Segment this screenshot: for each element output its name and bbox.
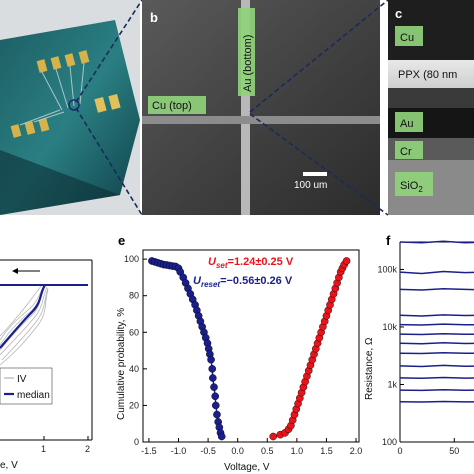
f-resistance-line bbox=[399, 240, 474, 244]
e-xtick-label: 1.5 bbox=[320, 446, 333, 456]
f-resistance-line bbox=[399, 376, 474, 380]
panel-e: -1.5 -1.0 -0.5 0.0 0.5 1.0 1.5 2.0020406080100 … bbox=[116, 233, 362, 473]
legend-median: median bbox=[17, 390, 50, 401]
e-xtick-label: -1.5 bbox=[141, 446, 157, 456]
e-ytick-label: 0 bbox=[134, 437, 139, 447]
f-xtick-label: 0 bbox=[397, 446, 402, 456]
au-bottom-electrode bbox=[241, 0, 250, 215]
e-point-u_reset bbox=[213, 410, 221, 419]
d-legend bbox=[0, 367, 53, 405]
layer-cr-label: Cr bbox=[400, 146, 412, 158]
au-bottom-label: Au (bottom) bbox=[242, 35, 254, 92]
e-ytick-label: 40 bbox=[129, 364, 139, 374]
e-xtick-label: 2.0 bbox=[350, 446, 363, 456]
zoom-lines-b-c bbox=[249, 0, 389, 216]
layer-au-label: Au bbox=[400, 118, 413, 130]
e-ytick-label: 20 bbox=[129, 400, 139, 410]
f-resistance-line bbox=[399, 323, 474, 326]
e-point-u_reset bbox=[207, 355, 215, 364]
f-resistance-line bbox=[399, 342, 474, 345]
panel-c: c Cu PPX (80 nm Au Cr SiO2 bbox=[388, 0, 474, 215]
panel-a-photo bbox=[0, 0, 140, 215]
cu-top-label-box bbox=[148, 96, 206, 114]
e-point-u_reset bbox=[211, 401, 220, 410]
f-ytick-label: 1k bbox=[387, 379, 397, 389]
e-point-u_reset bbox=[208, 365, 217, 373]
scalebar-label: 100 um bbox=[294, 180, 327, 191]
e-point-u_reset bbox=[209, 374, 217, 382]
f-resistance-line bbox=[399, 400, 474, 403]
panel-b-letter: b bbox=[150, 10, 158, 25]
scalebar bbox=[303, 172, 327, 176]
e-point-u_reset bbox=[217, 432, 226, 441]
f-ytick-label: 100k bbox=[377, 264, 397, 274]
e-ytick-label: 100 bbox=[124, 254, 139, 264]
panel-f: 100k10k1k100050100 f Resistance, Ω bbox=[364, 233, 474, 456]
ureset-annotation: Ureset=−0.56±0.26 V bbox=[193, 275, 293, 289]
f-lines bbox=[399, 240, 474, 403]
legend-iv: IV bbox=[17, 374, 27, 385]
cu-top-electrode bbox=[142, 116, 380, 124]
e-point-u_set bbox=[342, 257, 351, 265]
e-ylabel: Cumulative probability, % bbox=[116, 308, 127, 420]
chip-contact-pads bbox=[10, 50, 121, 138]
e-xtick-label: -1.0 bbox=[171, 446, 187, 456]
f-xtick-label: 50 bbox=[449, 446, 459, 456]
e-ticks: -1.5 -1.0 -0.5 0.0 0.5 1.0 1.5 2.0 0 20 40 60 80 100 bbox=[124, 254, 362, 456]
panel-f-letter: f bbox=[386, 233, 391, 248]
layer-ppx-label: PPX (80 nm bbox=[398, 69, 457, 81]
cu-top-label: Cu (top) bbox=[152, 100, 192, 112]
d-xlabel: e, V bbox=[0, 460, 18, 471]
e-points bbox=[148, 257, 351, 441]
layer-sio2-label: SiO2 bbox=[400, 180, 423, 194]
panel-e-letter: e bbox=[118, 233, 125, 248]
panel-c-letter: c bbox=[395, 6, 402, 21]
e-xtick-label: 0.0 bbox=[231, 446, 244, 456]
f-resistance-line bbox=[399, 364, 474, 368]
e-ytick-label: 60 bbox=[129, 327, 139, 337]
e-xtick-label: -0.5 bbox=[200, 446, 216, 456]
f-resistance-line bbox=[399, 288, 474, 291]
d-xtick-2: 2 bbox=[85, 444, 90, 454]
panel-d: IV median 1 2 e, V bbox=[0, 259, 93, 471]
au-bottom-label-box bbox=[238, 8, 255, 96]
e-xtick-label: 1.0 bbox=[291, 446, 304, 456]
f-ticks: 100k10k1k100050100 bbox=[377, 264, 459, 456]
f-ylabel: Resistance, Ω bbox=[364, 337, 375, 400]
median-curve bbox=[0, 284, 46, 349]
e-xtick-label: 0.5 bbox=[261, 446, 274, 456]
zoom-lines-a-b bbox=[75, 0, 143, 216]
uset-annotation: Uset=1.24±0.25 V bbox=[208, 256, 294, 270]
f-resistance-line bbox=[399, 270, 474, 275]
f-ytick-label: 10k bbox=[382, 322, 397, 332]
layer-cu-label: Cu bbox=[400, 32, 414, 44]
f-ytick-label: 100 bbox=[382, 437, 397, 447]
f-resistance-line bbox=[399, 352, 474, 355]
f-resistance-line bbox=[399, 388, 474, 392]
f-resistance-line bbox=[399, 314, 474, 317]
chip-electrode-lines bbox=[19, 62, 85, 126]
region-marker bbox=[68, 99, 80, 111]
e-point-u_reset bbox=[211, 392, 219, 401]
f-resistance-line bbox=[399, 333, 474, 336]
e-point-u_reset bbox=[210, 383, 218, 391]
e-xlabel: Voltage, V bbox=[224, 462, 270, 473]
e-point-u_set bbox=[269, 432, 277, 441]
d-xtick-1: 1 bbox=[41, 444, 46, 454]
panel-b: b Au (bottom) Cu (top) 100 um bbox=[142, 0, 380, 215]
e-ytick-label: 80 bbox=[129, 291, 139, 301]
e-plot-frame bbox=[142, 249, 360, 443]
